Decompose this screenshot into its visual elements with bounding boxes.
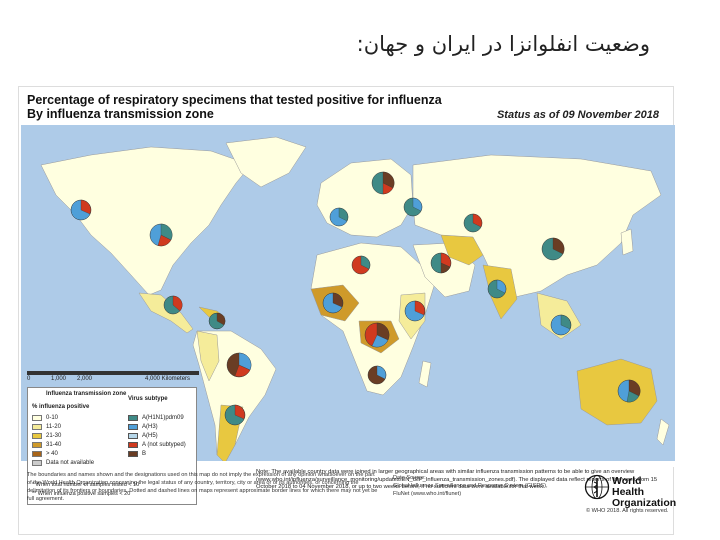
pie-eastern-europe <box>403 197 423 217</box>
virus-legend-row: A(H1N1)pdm09 <box>128 414 184 421</box>
pie-south-america-tropical <box>226 352 252 378</box>
virus-legend-header: Virus subtype <box>128 396 168 402</box>
map-notes: Note: The available country data were jo… <box>253 467 671 505</box>
scale-bar: 0 1,000 2,000 4,000 Kilometers <box>27 371 217 387</box>
new-zealand-land <box>656 418 670 446</box>
europe-land <box>316 158 414 238</box>
south-america-west <box>196 330 220 382</box>
data-source-line: Global Influenza Surveillance and Respon… <box>393 483 548 489</box>
pie-canada <box>70 199 92 221</box>
greenland-land <box>225 136 307 188</box>
virus-legend-row: A (not subtyped) <box>128 441 186 448</box>
map-subtitle: By influenza transmission zone <box>27 107 214 121</box>
pie-north-america <box>149 223 173 247</box>
pie-northern-europe <box>371 171 395 195</box>
pie-central-asia <box>463 213 483 233</box>
pie-eastern-africa <box>404 300 426 322</box>
who-name: World Health Organization <box>612 475 677 509</box>
zone-legend-header: Influenza transmission zone <box>46 391 127 397</box>
pie-caribbean <box>208 312 226 330</box>
who-emblem-icon <box>584 474 610 500</box>
legend-row: Data not available <box>32 459 94 466</box>
pie-southwest-europe <box>329 207 349 227</box>
pie-middle-africa <box>364 322 390 348</box>
map-title: Percentage of respiratory specimens that… <box>27 93 442 107</box>
map-legend: Influenza transmission zone % influenza … <box>27 387 197 505</box>
pie-southern-africa <box>367 365 387 385</box>
data-source-label: Data Source: <box>393 475 426 481</box>
legend-row: 0-10 <box>32 414 58 421</box>
positive-legend-header: % influenza positive <box>32 404 90 410</box>
virus-legend-row: A(H5) <box>128 432 158 439</box>
australia-land <box>576 358 658 426</box>
legend-row: 11-20 <box>32 423 61 430</box>
scale-tick: 1,000 <box>51 376 67 382</box>
pie-central-america <box>163 295 183 315</box>
pie-southern-asia <box>487 279 507 299</box>
status-date: Status as of 09 November 2018 <box>496 109 659 121</box>
who-logo: World Health Organization © WHO 2018. Al… <box>584 474 677 522</box>
pie-oceania <box>617 379 641 403</box>
japan-land <box>620 228 634 256</box>
asia-land <box>412 154 662 298</box>
pie-western-asia <box>430 252 452 274</box>
influenza-map-figure: Percentage of respiratory specimens that… <box>18 86 677 535</box>
africa-land <box>310 242 436 396</box>
legend-row: 31-40 <box>32 441 61 448</box>
scale-tick: 2,000 <box>77 376 93 382</box>
legend-row: > 40 <box>32 450 58 457</box>
scale-tick: 4,000 Kilometers <box>145 376 191 382</box>
copyright: © WHO 2018. All rights reserved. <box>586 508 669 514</box>
slide-title: وضعیت انفلوانزا در ایران و جهان: <box>356 32 650 56</box>
pie-eastern-asia <box>541 237 565 261</box>
pie-western-africa <box>322 292 344 314</box>
data-source: Data Source: Global Influenza Surveillan… <box>393 474 583 514</box>
legend-footnote: * When total number of samples tested < … <box>32 482 140 488</box>
madagascar-land <box>418 360 432 388</box>
pie-south-america-temperate <box>224 404 246 426</box>
pie-southeast-asia <box>550 314 572 336</box>
virus-legend-row: A(H3) <box>128 423 158 430</box>
virus-legend-row: B <box>128 450 146 457</box>
pie-northern-africa <box>351 255 371 275</box>
map-disclaimer: The boundaries and names shown and the d… <box>27 472 378 502</box>
legend-row: 21-30 <box>32 432 61 439</box>
scale-tick: 0 <box>27 376 31 382</box>
world-map-svg <box>21 136 675 467</box>
north-america-land <box>40 146 252 296</box>
world-map: 0 1,000 2,000 4,000 Kilometers Influenza… <box>21 125 675 505</box>
legend-footnote: ** When influenza positive samples < 20 <box>32 491 131 497</box>
data-source-line: FluNet (www.who.int/flunet) <box>393 491 462 497</box>
central-america-land <box>138 292 194 334</box>
